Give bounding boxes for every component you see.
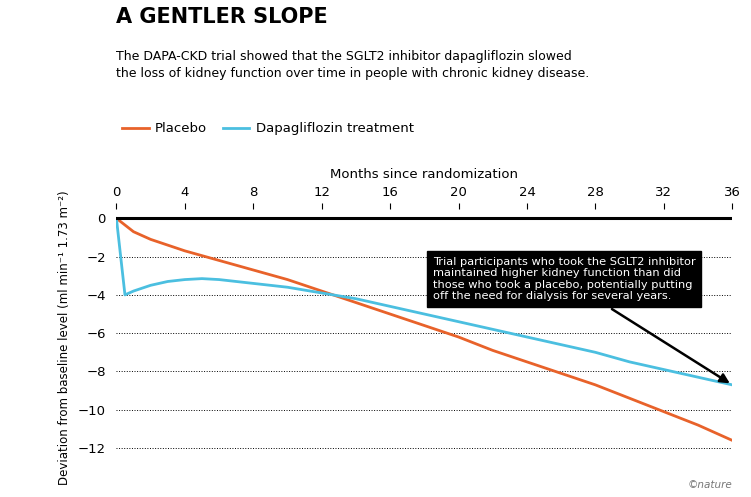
Line: Dapagliflozin treatment: Dapagliflozin treatment bbox=[116, 218, 732, 385]
Dapagliflozin treatment bbox=[693, 374, 702, 380]
Dapagliflozin treatment bbox=[120, 292, 129, 298]
Dapagliflozin treatment bbox=[317, 290, 326, 296]
Text: Trial participants who took the SGLT2 inhibitor
maintained higher kidney functio: Trial participants who took the SGLT2 in… bbox=[433, 256, 728, 382]
Dapagliflozin treatment bbox=[556, 341, 566, 347]
Line: Placebo: Placebo bbox=[116, 218, 732, 440]
Dapagliflozin treatment bbox=[283, 284, 292, 290]
Placebo bbox=[112, 215, 121, 221]
Placebo bbox=[317, 288, 326, 294]
Dapagliflozin treatment bbox=[488, 327, 497, 332]
Dapagliflozin treatment bbox=[249, 280, 258, 286]
Placebo bbox=[420, 323, 429, 329]
Dapagliflozin treatment bbox=[728, 382, 737, 388]
Dapagliflozin treatment bbox=[351, 296, 360, 302]
Placebo bbox=[215, 257, 224, 263]
X-axis label: Months since randomization: Months since randomization bbox=[330, 167, 518, 181]
Dapagliflozin treatment bbox=[163, 278, 172, 284]
Placebo bbox=[556, 370, 566, 376]
Dapagliflozin treatment bbox=[659, 367, 668, 373]
Text: The DAPA-CKD trial showed that the SGLT2 inhibitor dapagliflozin slowed
the loss: The DAPA-CKD trial showed that the SGLT2… bbox=[116, 50, 590, 80]
Placebo bbox=[625, 395, 634, 401]
Dapagliflozin treatment bbox=[385, 303, 394, 309]
Placebo bbox=[385, 311, 394, 317]
Y-axis label: Deviation from baseline level (ml min⁻¹ 1.73 m⁻²): Deviation from baseline level (ml min⁻¹ … bbox=[58, 191, 71, 485]
Dapagliflozin treatment bbox=[523, 334, 532, 340]
Placebo bbox=[728, 437, 737, 443]
Placebo bbox=[146, 237, 155, 243]
Placebo bbox=[249, 267, 258, 273]
Placebo bbox=[283, 277, 292, 283]
Placebo bbox=[659, 409, 668, 414]
Placebo bbox=[591, 382, 600, 388]
Placebo bbox=[523, 359, 532, 365]
Dapagliflozin treatment bbox=[591, 349, 600, 355]
Placebo bbox=[163, 242, 172, 248]
Legend: Placebo, Dapagliflozin treatment: Placebo, Dapagliflozin treatment bbox=[117, 117, 419, 141]
Text: ©nature: ©nature bbox=[687, 480, 732, 490]
Dapagliflozin treatment bbox=[198, 276, 207, 282]
Placebo bbox=[693, 422, 702, 428]
Placebo bbox=[180, 248, 189, 254]
Dapagliflozin treatment bbox=[454, 319, 463, 325]
Dapagliflozin treatment bbox=[112, 215, 121, 221]
Dapagliflozin treatment bbox=[146, 282, 155, 288]
Placebo bbox=[454, 334, 463, 340]
Placebo bbox=[129, 229, 138, 235]
Placebo bbox=[351, 300, 360, 306]
Dapagliflozin treatment bbox=[625, 359, 634, 365]
Dapagliflozin treatment bbox=[129, 288, 138, 294]
Text: A GENTLER SLOPE: A GENTLER SLOPE bbox=[116, 7, 328, 27]
Dapagliflozin treatment bbox=[215, 277, 224, 283]
Placebo bbox=[488, 347, 497, 353]
Dapagliflozin treatment bbox=[180, 277, 189, 283]
Dapagliflozin treatment bbox=[420, 311, 429, 317]
